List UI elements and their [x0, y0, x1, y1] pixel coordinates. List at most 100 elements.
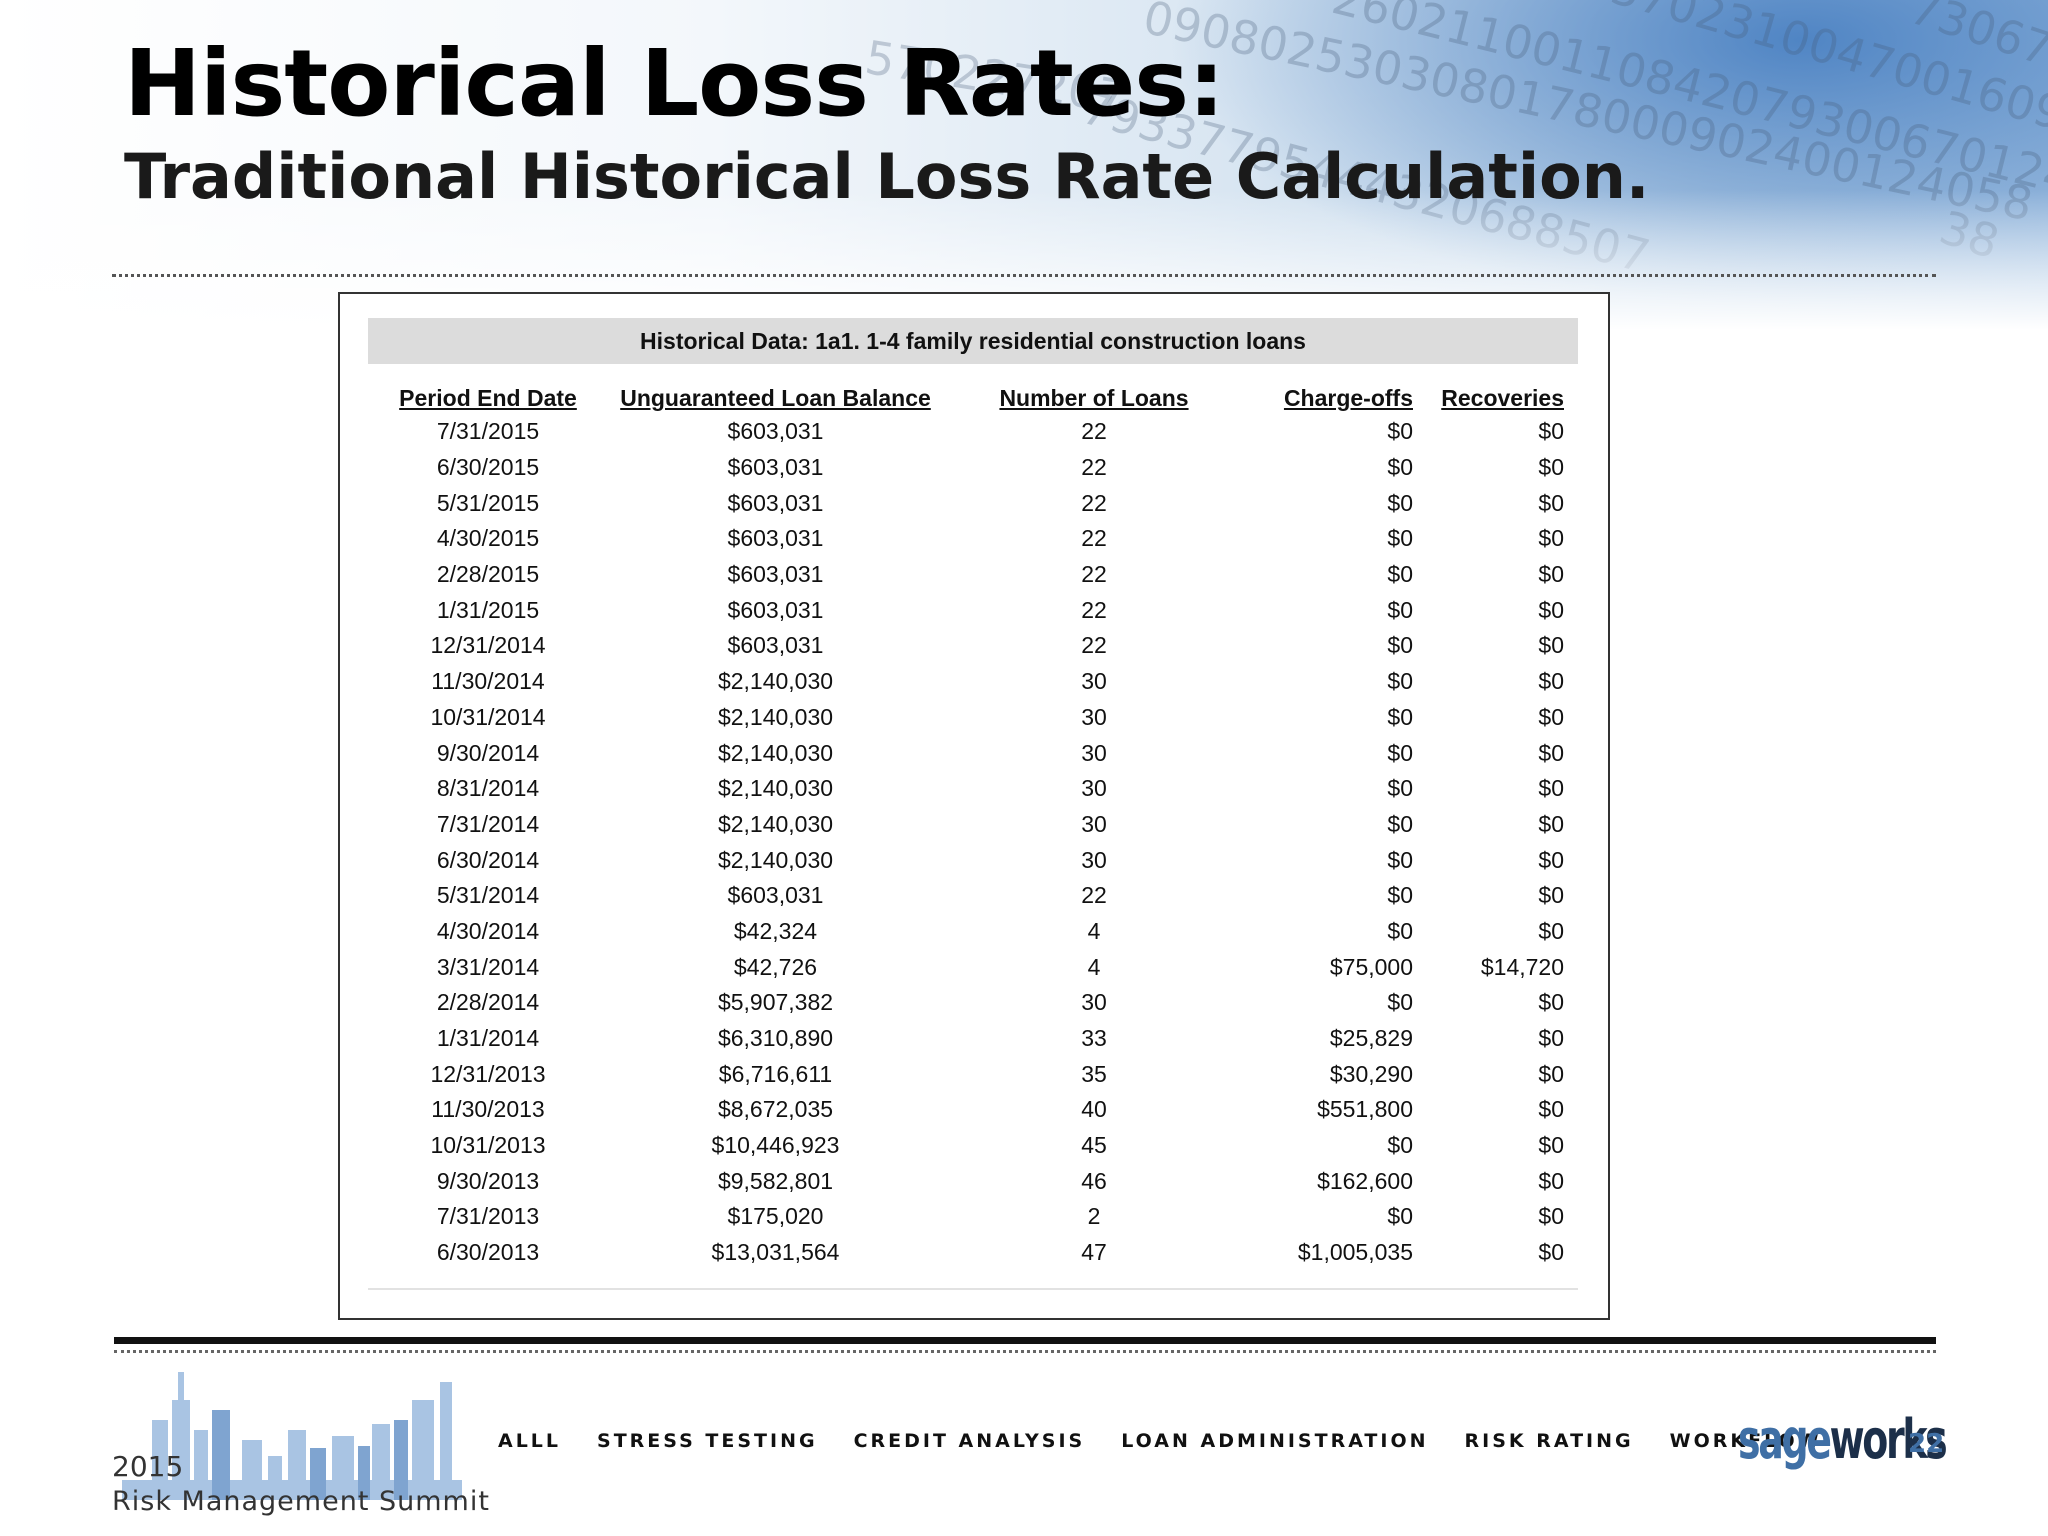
recoveries-cell: $0	[1538, 596, 1564, 623]
recoveries-cell: $0	[1538, 1167, 1564, 1194]
period-end-date-cell: 11/30/2014	[431, 668, 545, 695]
charge-offs-cell: $0	[1387, 561, 1413, 588]
loan-balance-cell: $603,031	[727, 454, 824, 481]
period-end-date-cell: 5/31/2014	[436, 882, 540, 909]
recoveries-cell: $14,720	[1480, 953, 1564, 980]
charge-offs-cell: $1,005,035	[1297, 1239, 1413, 1266]
recoveries-cell: $0	[1538, 1096, 1564, 1123]
footer-nav: ALLL STRESS TESTING CREDIT ANALYSIS LOAN…	[498, 1430, 1822, 1452]
loan-balance-cell: $6,716,611	[718, 1060, 833, 1087]
loan-balance-cell: $603,031	[727, 596, 824, 623]
table-row: 2/28/2015 $603,031 22 $0 $0	[368, 557, 1578, 593]
period-end-date-cell: 7/31/2014	[436, 810, 540, 837]
table-row: 11/30/2014 $2,140,030 30 $0 $0	[368, 664, 1578, 700]
recoveries-cell: $0	[1538, 846, 1564, 873]
number-of-loans-cell: 33	[1081, 1025, 1107, 1052]
period-end-date-cell: 8/31/2014	[436, 775, 540, 802]
charge-offs-cell: $0	[1387, 1132, 1413, 1159]
table-heading: Historical Data: 1a1. 1-4 family residen…	[368, 318, 1578, 364]
charge-offs-cell: $0	[1387, 917, 1413, 944]
recoveries-cell: $0	[1538, 703, 1564, 730]
table-row: 10/31/2014 $2,140,030 30 $0 $0	[368, 700, 1578, 736]
number-of-loans-cell: 4	[1087, 917, 1101, 944]
period-end-date-cell: 1/31/2014	[436, 1025, 540, 1052]
loan-balance-cell: $2,140,030	[717, 668, 834, 695]
table-row: 3/31/2014 $42,726 4 $75,000 $14,720	[368, 949, 1578, 985]
table-row: 11/30/2013 $8,672,035 40 $551,800 $0	[368, 1092, 1578, 1128]
number-of-loans-cell: 22	[1081, 489, 1107, 516]
number-of-loans-cell: 30	[1081, 810, 1107, 837]
loan-balance-cell: $603,031	[727, 632, 824, 659]
table-row: 1/31/2014 $6,310,890 33 $25,829 $0	[368, 1021, 1578, 1057]
period-end-date-cell: 2/28/2015	[436, 561, 540, 588]
loan-balance-cell: $2,140,030	[717, 739, 834, 766]
charge-offs-cell: $25,829	[1329, 1025, 1413, 1052]
period-end-date-cell: 7/31/2013	[436, 1203, 540, 1230]
footer-nav-item-alll: ALLL	[498, 1430, 562, 1452]
header-divider	[112, 274, 1936, 277]
recoveries-cell: $0	[1538, 418, 1564, 445]
recoveries-cell: $0	[1538, 1025, 1564, 1052]
recoveries-cell: $0	[1538, 775, 1564, 802]
historical-data-table: Period End Date Unguaranteed Loan Balanc…	[368, 374, 1578, 1271]
charge-offs-cell: $0	[1387, 846, 1413, 873]
column-header-period-end-date: Period End Date	[399, 385, 577, 411]
footer-divider	[114, 1337, 1936, 1344]
table-row: 6/30/2013 $13,031,564 47 $1,005,035 $0	[368, 1235, 1578, 1271]
recoveries-cell: $0	[1538, 632, 1564, 659]
charge-offs-cell: $0	[1387, 668, 1413, 695]
period-end-date-cell: 10/31/2013	[430, 1132, 546, 1159]
recoveries-cell: $0	[1538, 917, 1564, 944]
number-of-loans-cell: 22	[1081, 454, 1107, 481]
number-of-loans-cell: 47	[1081, 1239, 1107, 1266]
period-end-date-cell: 5/31/2015	[436, 489, 540, 516]
footer-nav-item-credit-analysis: CREDIT ANALYSIS	[853, 1430, 1086, 1452]
table-row: 1/31/2015 $603,031 22 $0 $0	[368, 592, 1578, 628]
number-of-loans-cell: 30	[1081, 668, 1107, 695]
table-row: 12/31/2014 $603,031 22 $0 $0	[368, 628, 1578, 664]
period-end-date-cell: 9/30/2014	[436, 739, 540, 766]
number-of-loans-cell: 45	[1081, 1132, 1107, 1159]
charge-offs-cell: $0	[1387, 489, 1413, 516]
loan-balance-cell: $603,031	[727, 561, 824, 588]
footer-nav-item-loan-administration: LOAN ADMINISTRATION	[1121, 1430, 1429, 1452]
table-row: 4/30/2014 $42,324 4 $0 $0	[368, 914, 1578, 950]
page-number: 22	[1908, 1429, 1945, 1459]
number-of-loans-cell: 22	[1081, 596, 1107, 623]
table-row: 2/28/2014 $5,907,382 30 $0 $0	[368, 985, 1578, 1021]
brand-text-dark: works	[1829, 1408, 1948, 1471]
number-of-loans-cell: 35	[1081, 1060, 1107, 1087]
period-end-date-cell: 1/31/2015	[436, 596, 540, 623]
loan-balance-cell: $603,031	[727, 882, 824, 909]
charge-offs-cell: $0	[1387, 1203, 1413, 1230]
charge-offs-cell: $162,600	[1317, 1167, 1413, 1194]
charge-offs-cell: $0	[1387, 775, 1413, 802]
sageworks-logo: sageworks	[1738, 1408, 1948, 1471]
number-of-loans-cell: 30	[1081, 739, 1107, 766]
recoveries-cell: $0	[1538, 668, 1564, 695]
charge-offs-cell: $0	[1387, 418, 1413, 445]
period-end-date-cell: 9/30/2013	[436, 1167, 540, 1194]
loan-balance-cell: $42,726	[733, 953, 818, 980]
period-end-date-cell: 6/30/2014	[436, 846, 540, 873]
charge-offs-cell: $0	[1387, 703, 1413, 730]
table-row: 12/31/2013 $6,716,611 35 $30,290 $0	[368, 1056, 1578, 1092]
charge-offs-cell: $0	[1387, 810, 1413, 837]
table-row: 9/30/2014 $2,140,030 30 $0 $0	[368, 735, 1578, 771]
table-row: 5/31/2014 $603,031 22 $0 $0	[368, 878, 1578, 914]
background-number-streak: 38	[1933, 200, 2006, 270]
number-of-loans-cell: 30	[1081, 846, 1107, 873]
recoveries-cell: $0	[1538, 739, 1564, 766]
recoveries-cell: $0	[1538, 1203, 1564, 1230]
loan-balance-cell: $2,140,030	[717, 775, 834, 802]
period-end-date-cell: 4/30/2014	[436, 917, 540, 944]
period-end-date-cell: 2/28/2014	[436, 989, 540, 1016]
panel-bottom-divider	[368, 1288, 1578, 1290]
number-of-loans-cell: 46	[1081, 1167, 1107, 1194]
charge-offs-cell: $0	[1387, 525, 1413, 552]
footer-dotted-divider	[114, 1350, 1936, 1353]
number-of-loans-cell: 22	[1081, 525, 1107, 552]
column-header-number-of-loans: Number of Loans	[999, 385, 1189, 411]
slide-title: Historical Loss Rates:	[124, 30, 1225, 137]
loan-balance-cell: $42,324	[733, 917, 818, 944]
